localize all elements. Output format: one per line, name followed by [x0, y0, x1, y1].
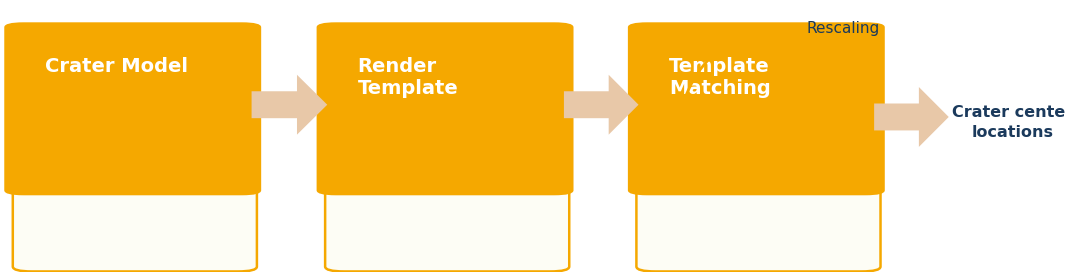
Polygon shape	[252, 75, 327, 135]
FancyBboxPatch shape	[317, 22, 574, 195]
Text: Rescaling: Rescaling	[807, 21, 881, 36]
FancyBboxPatch shape	[4, 22, 261, 195]
FancyBboxPatch shape	[628, 22, 885, 195]
Text: Crater Model: Crater Model	[45, 57, 189, 76]
FancyBboxPatch shape	[636, 112, 881, 271]
FancyBboxPatch shape	[325, 112, 569, 271]
FancyBboxPatch shape	[13, 112, 257, 271]
Polygon shape	[564, 75, 639, 135]
Text: Render
Template: Render Template	[358, 57, 458, 98]
Polygon shape	[874, 87, 949, 147]
Text: Crater center
locations: Crater center locations	[952, 105, 1066, 140]
Text: Template
Matching: Template Matching	[669, 57, 771, 98]
